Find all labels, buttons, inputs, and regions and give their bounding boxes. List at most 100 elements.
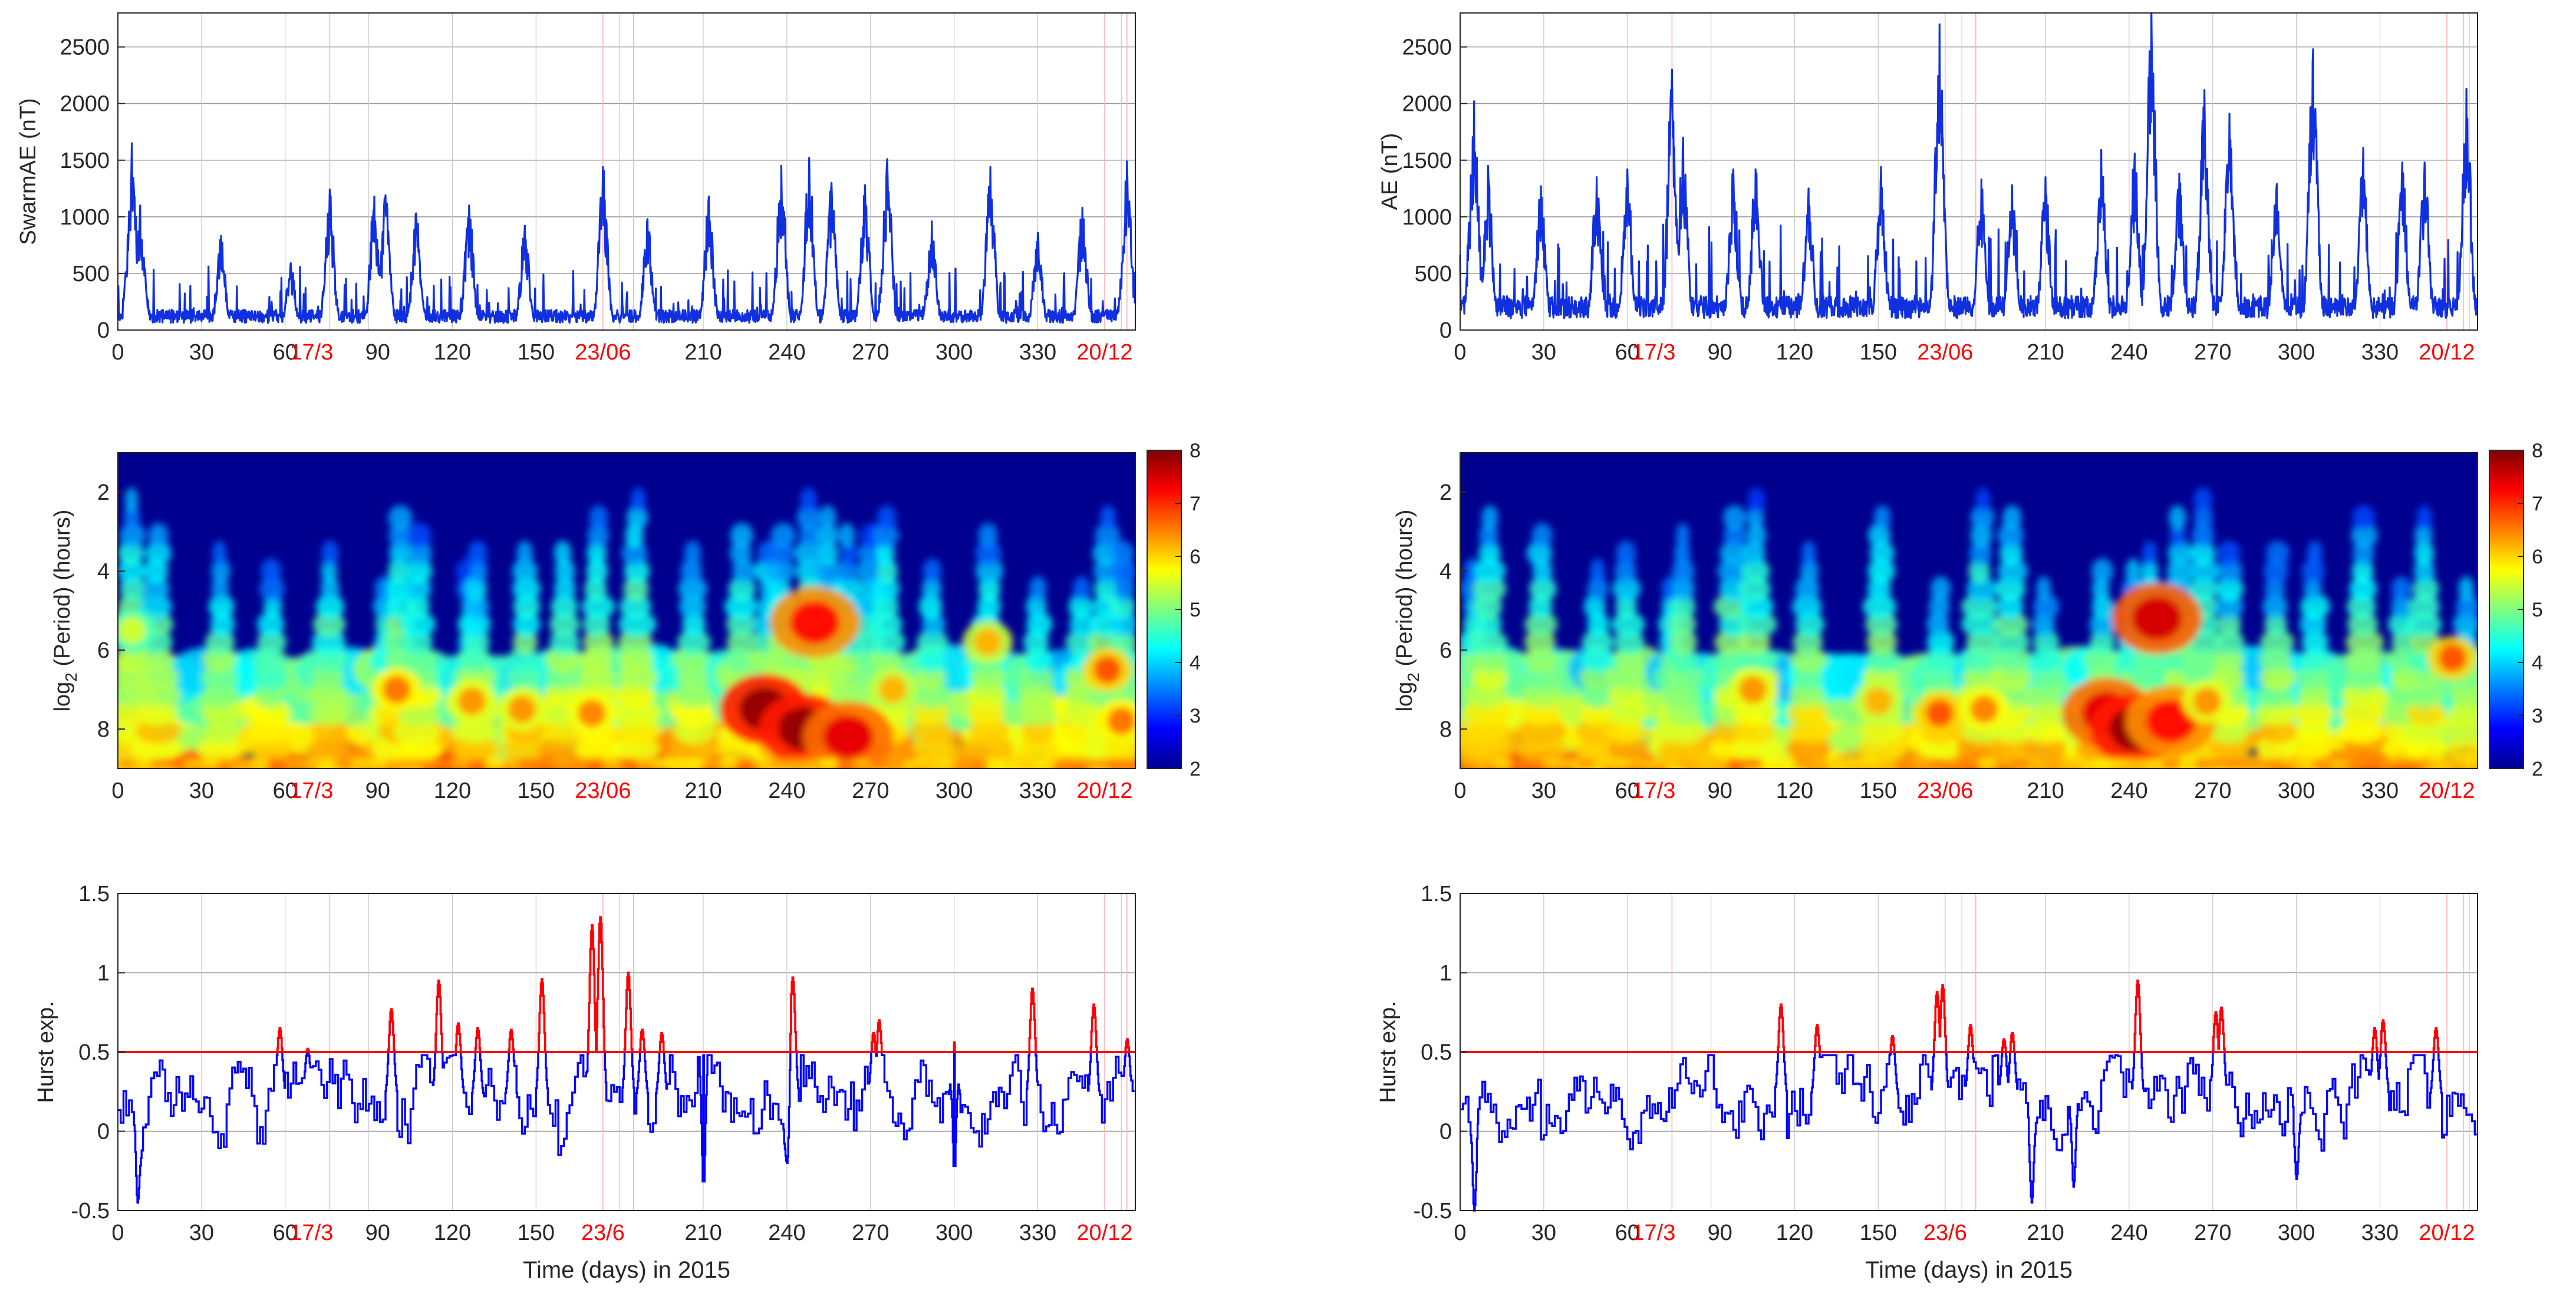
heatmap-cell (1467, 629, 1508, 655)
heatmap-hotspot-core (2438, 644, 2467, 672)
heatmap-cell (586, 759, 603, 769)
heatmap-cell (2196, 759, 2213, 769)
heatmap-cell (502, 759, 519, 769)
y-tick-label: 6 (97, 638, 110, 663)
heatmap-cell (977, 593, 1001, 619)
y-tick-label: 0 (1439, 1120, 1452, 1145)
x-tick-label: 30 (1531, 340, 1556, 365)
heatmap-cell (2169, 505, 2186, 530)
x-tick-label: 23/06 (575, 779, 631, 803)
heatmap-cell (2209, 736, 2251, 761)
heatmap-cell (1054, 759, 1072, 769)
heatmap-cell (1991, 647, 2034, 673)
heatmap-cell (249, 718, 292, 744)
heatmap-cell (2293, 700, 2334, 726)
heatmap-cell (1923, 647, 1958, 673)
heatmap-cell (218, 759, 235, 769)
heatmap-cell (549, 612, 580, 637)
heatmap-cell (2266, 540, 2290, 566)
heatmap-cell (388, 505, 413, 530)
heatmap-cell (1660, 718, 1708, 744)
heatmap-cell (2179, 759, 2196, 769)
x-tick-label: 150 (518, 779, 555, 803)
heatmap-cell (1997, 558, 2028, 584)
heatmap-cell (1462, 700, 1511, 726)
y-tick-label: 0.5 (1421, 1040, 1452, 1065)
y-tick-label: 0 (97, 1120, 110, 1145)
heatmap-cell (678, 576, 707, 602)
heatmap-cell (1560, 759, 1577, 769)
heatmap-cell (720, 759, 737, 769)
heatmap-cell (1928, 759, 1945, 769)
x-tick-label: 30 (189, 1221, 214, 1245)
heatmap-cell (2216, 576, 2244, 602)
x-tick-label: 60 (273, 1221, 298, 1245)
swarm-ae-axes-box (117, 12, 1136, 331)
heatmap-cell (2298, 682, 2330, 708)
heatmap-cell (311, 718, 348, 744)
y-tick-label: 4 (1439, 559, 1452, 584)
ae-axes-box (1460, 12, 2478, 331)
ae-hurst-y-tick-labels: -0.5 0 0.5 1 1.5 (1414, 882, 1467, 1224)
x-tick-label: 20/12 (2419, 1221, 2475, 1245)
heatmap-cell (1104, 759, 1122, 769)
heatmap-cell (202, 682, 239, 708)
y-tick-label: 500 (73, 262, 110, 286)
heatmap-cell (2351, 558, 2374, 584)
heatmap-cell (1713, 593, 1750, 619)
x-tick-label: 0 (1454, 340, 1466, 365)
heatmap-cell (519, 759, 536, 769)
heatmap-cell (1794, 759, 1811, 769)
swarm-wavelet-y-tick-labels: 2 4 6 8 (97, 480, 125, 742)
heatmap-cell (583, 629, 614, 655)
x-tick-label: 300 (2278, 779, 2315, 803)
heatmap-cell (1577, 759, 1594, 769)
heatmap-cell (684, 540, 701, 566)
heatmap-cell (551, 593, 578, 619)
heatmap-cell (670, 736, 719, 761)
heatmap-cell (937, 759, 954, 769)
heatmap-cell (130, 736, 182, 761)
heatmap-cell (1988, 736, 2035, 761)
ae-y-tick-labels: 0 500 1000 1500 2000 2500 (1402, 35, 1467, 343)
heatmap-cell (2430, 759, 2447, 769)
x-tick-label: 17/3 (1632, 779, 1675, 803)
heatmap-cell (987, 759, 1004, 769)
heatmap-cell (586, 558, 608, 584)
x-tick-label: 330 (1019, 340, 1056, 365)
heatmap-cell (1878, 759, 1895, 769)
heatmap-cell (2133, 665, 2169, 691)
x-tick-label: 17/3 (1632, 1221, 1675, 1245)
heatmap-cell (512, 558, 538, 584)
x-tick-label: 270 (852, 1221, 889, 1245)
heatmap-cell (1029, 576, 1047, 602)
hurst-series-path (1460, 980, 2477, 1212)
heatmap-hotspot-core (1107, 707, 1135, 736)
heatmap-cell (620, 759, 637, 769)
heatmap-cell (1071, 759, 1088, 769)
x-tick-label: 60 (273, 340, 298, 365)
heatmap-cell (966, 682, 1007, 708)
heatmap-cell (1587, 576, 1608, 602)
colorbar-tick-label: 4 (1190, 652, 1201, 674)
heatmap-cell (2212, 759, 2230, 769)
x-tick-label: 120 (1776, 1221, 1813, 1245)
x-tick-label: 23/06 (1917, 779, 1973, 803)
heatmap-cell (913, 682, 951, 708)
heatmap-cell (1590, 558, 1605, 584)
heatmap-cell (400, 612, 436, 637)
heatmap-cell (724, 593, 759, 619)
x-tick-label: 270 (852, 340, 889, 365)
heatmap-cell (1978, 759, 1995, 769)
swarm-wavelet-colorbar-ticks: 2 3 4 5 6 7 8 (1175, 440, 1201, 780)
heatmap-cell (872, 523, 899, 549)
swarm-wavelet-ylabel-rest: (Period) (hours) (50, 510, 75, 673)
ae-wavelet-ylabel-rest: (Period) (hours) (1392, 510, 1417, 673)
heatmap-hotspot-core (878, 675, 907, 704)
heatmap-cell (602, 759, 620, 769)
heatmap-cell (1969, 540, 1992, 566)
heatmap-cell (786, 759, 804, 769)
